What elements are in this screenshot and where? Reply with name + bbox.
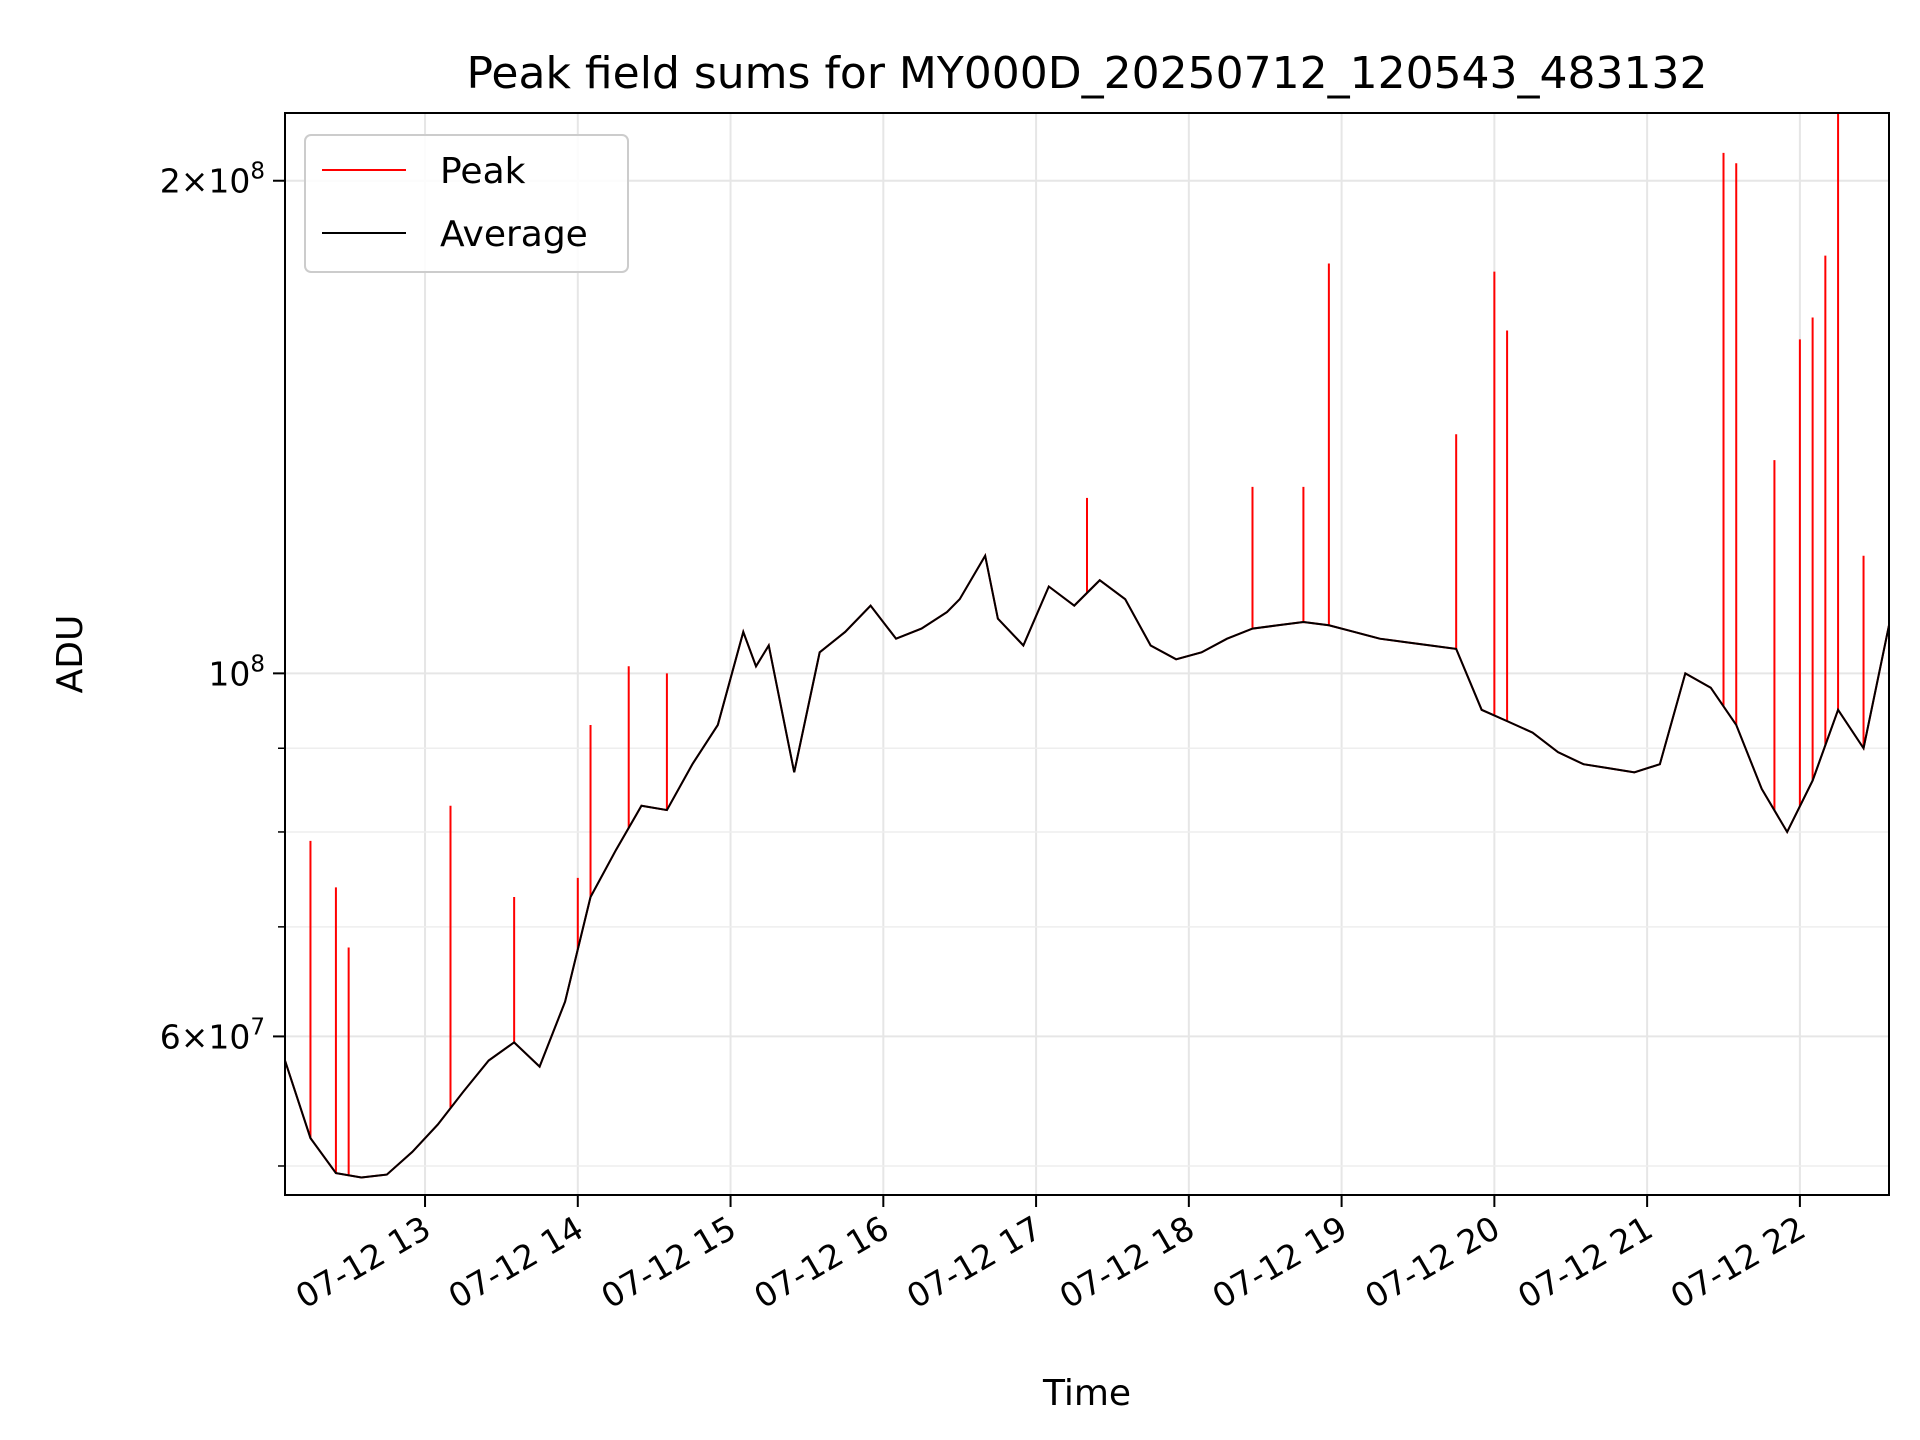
series-average bbox=[284, 552, 1890, 1179]
y-tick-label: 2×108 bbox=[160, 159, 265, 201]
y-tick-label: 108 bbox=[208, 651, 265, 693]
chart-title: Peak field sums for MY000D_20250712_1205… bbox=[466, 48, 1707, 99]
y-axis-label: ADU bbox=[50, 615, 91, 694]
x-axis-label: Time bbox=[1042, 1373, 1131, 1414]
legend: Peak Average bbox=[304, 134, 629, 273]
plot-area bbox=[284, 113, 1890, 1179]
legend-label-peak: Peak bbox=[440, 151, 526, 192]
average-line bbox=[284, 552, 1890, 1179]
y-tick-label: 6×107 bbox=[160, 1014, 265, 1056]
legend-label-average: Average bbox=[440, 214, 588, 255]
plot-frame bbox=[284, 112, 1890, 1196]
